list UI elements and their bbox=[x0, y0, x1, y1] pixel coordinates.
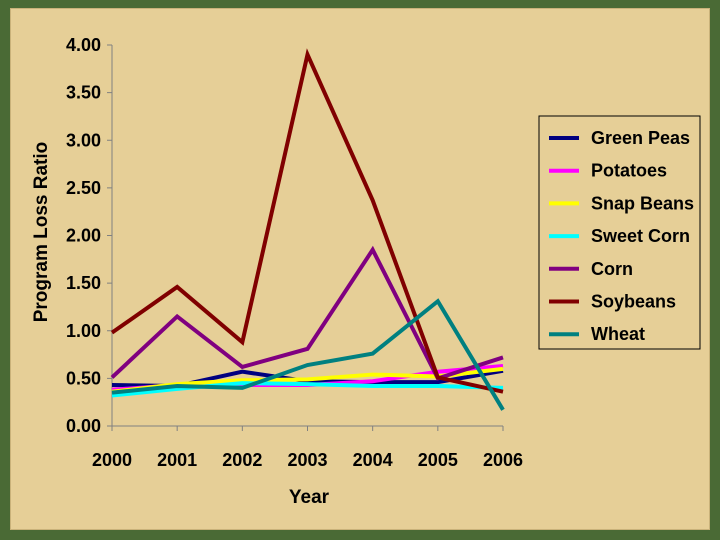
x-tick-label: 2003 bbox=[287, 450, 327, 470]
y-tick-label: 2.00 bbox=[66, 226, 101, 246]
legend-label-green-peas: Green Peas bbox=[591, 128, 690, 148]
legend-items: Green Peas Potatoes Snap Beans Sweet Corn Co… bbox=[549, 128, 694, 344]
y-tick-label: 1.50 bbox=[66, 273, 101, 293]
y-tick-label: 3.00 bbox=[66, 130, 101, 150]
x-tick-label: 2004 bbox=[353, 450, 393, 470]
legend-label-snap-beans: Snap Beans bbox=[591, 193, 694, 213]
y-axis-title: Program Loss Ratio bbox=[31, 142, 52, 323]
legend-label-wheat: Wheat bbox=[591, 324, 645, 344]
legend-label-soybeans: Soybeans bbox=[591, 292, 676, 312]
x-tick-label: 2006 bbox=[483, 450, 523, 470]
y-axis-ticks: 0.00 0.50 1.00 1.50 2.00 2.50 3.00 3.50 4.00 bbox=[66, 35, 112, 436]
y-tick-label: 1.00 bbox=[66, 321, 101, 341]
legend-label-corn: Corn bbox=[591, 259, 633, 279]
series-lines bbox=[110, 48, 505, 411]
legend: Green Peas Potatoes Snap Beans Sweet Corn Co… bbox=[538, 115, 701, 350]
series-line-wheat bbox=[111, 298, 505, 411]
plot-area: 0.00 0.50 1.00 1.50 2.00 2.50 3.00 3.50 4.00 200… bbox=[66, 35, 523, 470]
x-axis-title: Year bbox=[289, 487, 330, 508]
x-tick-label: 2001 bbox=[157, 450, 197, 470]
legend-label-sweet-corn: Sweet Corn bbox=[591, 226, 690, 246]
y-tick-label: 2.50 bbox=[66, 178, 101, 198]
x-tick-label: 2005 bbox=[418, 450, 458, 470]
series-line-sweet-corn bbox=[111, 381, 504, 398]
x-tick-label: 2002 bbox=[222, 450, 262, 470]
series-line-soybeans bbox=[110, 48, 504, 394]
y-tick-label: 4.00 bbox=[66, 35, 101, 55]
legend-box bbox=[538, 115, 701, 350]
x-tick-label: 2000 bbox=[92, 450, 132, 470]
x-axis-ticks: 2000 2001 2002 2003 2004 2005 2006 bbox=[92, 426, 523, 470]
y-tick-label: 0.00 bbox=[66, 416, 101, 436]
y-tick-label: 0.50 bbox=[66, 368, 101, 388]
legend-label-potatoes: Potatoes bbox=[591, 161, 667, 181]
y-tick-label: 3.50 bbox=[66, 83, 101, 103]
